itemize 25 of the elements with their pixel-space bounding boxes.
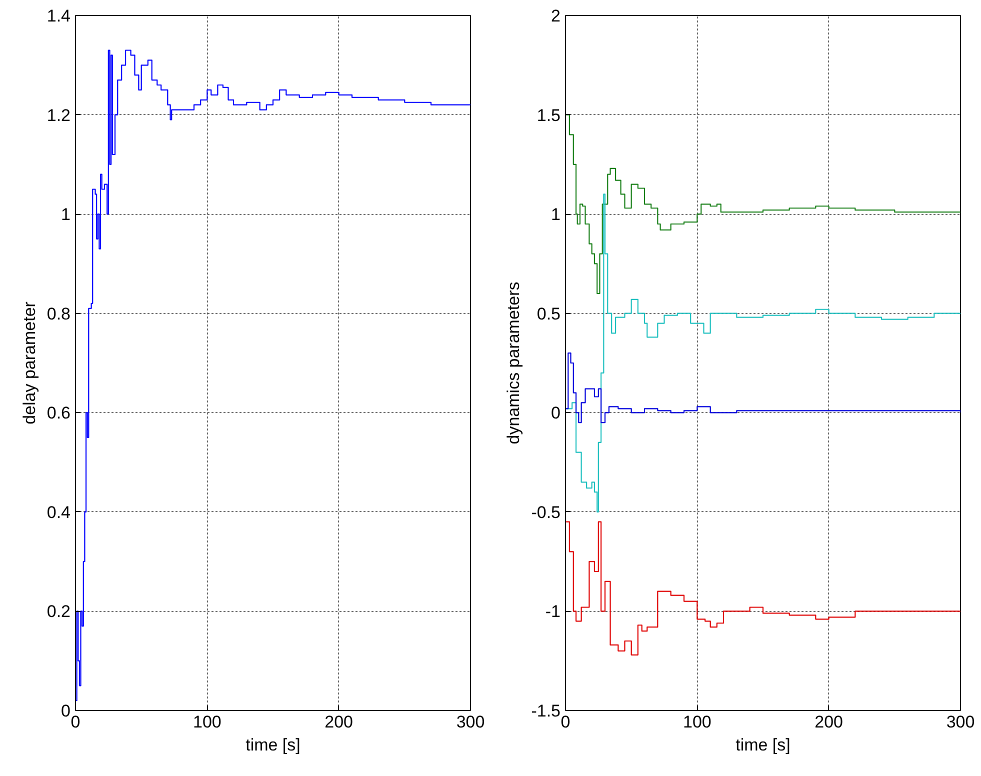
y-tick-label: 0.2: [46, 602, 71, 622]
y-tick-label: 0: [551, 404, 561, 423]
x-tick-label: 200: [324, 712, 354, 732]
y-tick-label: 0.8: [46, 304, 71, 324]
y-tick-label: 0.5: [536, 304, 561, 324]
y-tick-label: 2: [551, 6, 561, 26]
y-tick-label: -1.5: [531, 702, 561, 720]
y-tick-label: -1: [545, 602, 561, 622]
x-tick-label: 100: [682, 712, 712, 732]
y-tick-label: 1: [61, 205, 71, 224]
y-axis-title: delay parameter: [20, 301, 39, 424]
x-tick-label: 200: [814, 712, 844, 732]
y-tick-label: 1.5: [536, 106, 561, 125]
x-tick-label: 300: [946, 712, 975, 732]
x-axis-title: time [s]: [736, 736, 790, 754]
x-axis-title: time [s]: [246, 736, 300, 754]
y-tick-label: 0.4: [46, 502, 71, 522]
x-tick-label: 100: [192, 712, 222, 732]
y-tick-label: 1.4: [46, 6, 71, 26]
x-tick-label: 300: [456, 712, 485, 732]
y-tick-label: 1.2: [46, 106, 71, 125]
y-tick-label: 0.6: [46, 404, 71, 423]
y-tick-label: -0.5: [531, 502, 561, 522]
y-axis-title: dynamics parameters: [504, 282, 524, 444]
y-tick-label: 1: [551, 205, 561, 224]
